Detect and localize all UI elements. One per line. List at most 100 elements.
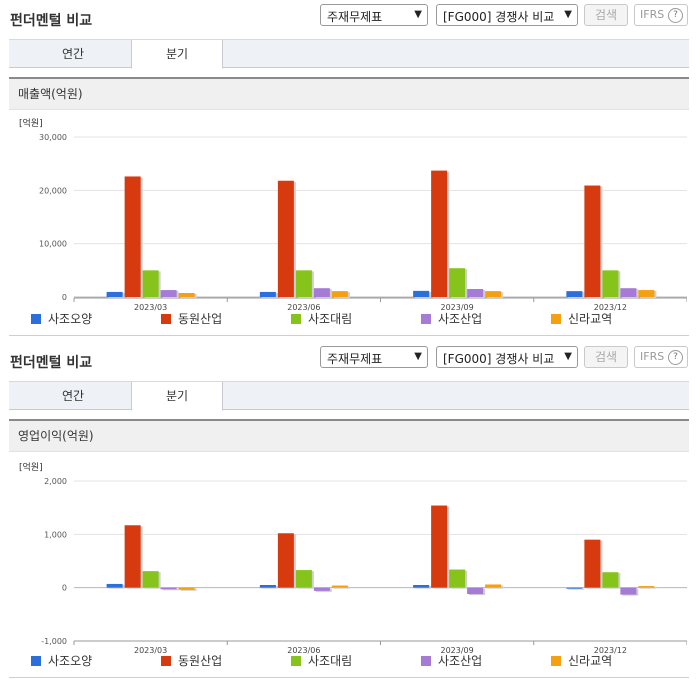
bar — [584, 539, 601, 588]
bar — [485, 291, 502, 297]
bar — [638, 586, 655, 588]
operating-profit-chart: [억원] -1,000 0 1,000 2,000 2023/03 2023/06 2023/… — [19, 461, 687, 668]
chart-title: 매출액(억원) — [9, 79, 689, 110]
x-tick-label: 2023/09 — [441, 303, 474, 312]
ifrs-label: IFRS — [640, 350, 665, 363]
legend-swatch — [421, 656, 431, 666]
bar — [178, 293, 195, 297]
y-unit-label: [억원] — [19, 461, 43, 473]
bar — [638, 290, 655, 297]
chart-title: 영업이익(억원) — [9, 421, 689, 452]
compare-select-value: [FG000] 경쟁사 비교 — [443, 10, 555, 24]
y-tick-label: 10,000 — [39, 240, 67, 249]
legend-label: 동원산업 — [178, 654, 222, 668]
x-tick-label: 2023/09 — [441, 646, 474, 655]
bar — [449, 569, 466, 588]
y-unit-label: [억원] — [19, 117, 43, 129]
bar — [295, 570, 312, 588]
x-tick-label: 2023/06 — [287, 303, 320, 312]
statement-select-value: 주재무제표 — [327, 10, 383, 24]
tab-quarterly[interactable]: 분기 — [131, 40, 223, 69]
bar — [313, 288, 330, 297]
bar-shadow — [162, 588, 179, 591]
statement-select[interactable]: 주재무제표 ▼ — [320, 4, 428, 26]
chart-box: 매출액(억원) [억원] 0 10,000 20,000 30,000 2023/03 20… — [9, 77, 689, 336]
legend-label: 동원산업 — [178, 312, 222, 326]
legend-label: 사조대림 — [308, 312, 352, 326]
fundamental-section-sales: 펀더멘털 비교 주재무제표 ▼ [FG000] 경쟁사 비교 ▼ 검색 IFRS… — [0, 0, 696, 336]
bar — [277, 180, 294, 297]
legend-swatch — [551, 656, 561, 666]
bar — [413, 290, 430, 297]
period-tabs: 연간 분기 — [9, 39, 689, 69]
legend-label: 사조산업 — [438, 312, 482, 326]
bar — [106, 583, 123, 588]
bar — [331, 585, 348, 588]
bar — [178, 587, 195, 590]
bar — [259, 585, 276, 588]
help-icon[interactable]: ? — [668, 8, 683, 23]
x-tick-label: 2023/03 — [134, 646, 167, 655]
ifrs-label: IFRS — [640, 8, 665, 21]
bar — [160, 290, 177, 297]
bar-shadow — [568, 588, 585, 590]
x-tick-label: 2023/12 — [594, 646, 627, 655]
tab-annual[interactable]: 연간 — [61, 389, 85, 403]
bar — [431, 170, 448, 297]
bar — [124, 525, 141, 588]
section-header: 펀더멘털 비교 주재무제표 ▼ [FG000] 경쟁사 비교 ▼ 검색 IFRS… — [0, 0, 696, 30]
bar — [331, 291, 348, 297]
legend-swatch — [291, 314, 301, 324]
bar — [602, 270, 619, 297]
statement-select[interactable]: 주재무제표 ▼ — [320, 346, 428, 368]
bar — [467, 289, 484, 297]
fundamental-section-operating-profit: 펀더멘털 비교 주재무제표 ▼ [FG000] 경쟁사 비교 ▼ 검색 IFRS… — [0, 342, 696, 684]
compare-select[interactable]: [FG000] 경쟁사 비교 ▼ — [436, 346, 578, 368]
legend-label: 신라교역 — [568, 654, 612, 668]
bar — [431, 505, 448, 588]
section-title: 펀더멘털 비교 — [10, 13, 93, 29]
bar — [142, 571, 159, 588]
search-button[interactable]: 검색 — [584, 346, 628, 368]
y-tick-label: 0 — [62, 584, 67, 593]
legend-swatch — [161, 656, 171, 666]
tab-quarterly[interactable]: 분기 — [131, 382, 223, 411]
bar — [467, 587, 484, 595]
section-title: 펀더멘털 비교 — [10, 355, 93, 371]
bar — [485, 584, 502, 588]
legend-swatch — [291, 656, 301, 666]
legend-swatch — [31, 656, 41, 666]
chevron-down-icon: ▼ — [414, 9, 422, 20]
section-header: 펀더멘털 비교 주재무제표 ▼ [FG000] 경쟁사 비교 ▼ 검색 IFRS… — [0, 342, 696, 372]
legend-label: 신라교역 — [568, 312, 612, 326]
ifrs-button[interactable]: IFRS ? — [634, 4, 688, 26]
bar — [313, 587, 330, 591]
x-tick-label: 2023/06 — [287, 646, 320, 655]
legend-label: 사조산업 — [438, 654, 482, 668]
bar — [277, 533, 294, 588]
chevron-down-icon: ▼ — [564, 351, 572, 362]
statement-select-value: 주재무제표 — [327, 352, 383, 366]
legend-swatch — [421, 314, 431, 324]
tab-annual[interactable]: 연간 — [61, 47, 85, 61]
legend-swatch — [551, 314, 561, 324]
chevron-down-icon: ▼ — [414, 351, 422, 362]
x-tick-label: 2023/03 — [134, 303, 167, 312]
help-icon[interactable]: ? — [668, 350, 683, 365]
bar — [124, 176, 141, 297]
sales-chart: [억원] 0 10,000 20,000 30,000 2023/03 2023/06 202… — [19, 117, 687, 326]
compare-select[interactable]: [FG000] 경쟁사 비교 ▼ — [436, 4, 578, 26]
chevron-down-icon: ▼ — [564, 9, 572, 20]
bar — [566, 587, 583, 589]
ifrs-button[interactable]: IFRS ? — [634, 346, 688, 368]
y-tick-label: 1,000 — [44, 530, 67, 539]
compare-select-value: [FG000] 경쟁사 비교 — [443, 352, 555, 366]
bar — [566, 291, 583, 297]
bar — [620, 288, 637, 297]
bar — [620, 587, 637, 595]
search-button[interactable]: 검색 — [584, 4, 628, 26]
bar — [142, 270, 159, 297]
bar — [413, 585, 430, 588]
legend-swatch — [161, 314, 171, 324]
bar — [584, 185, 601, 297]
